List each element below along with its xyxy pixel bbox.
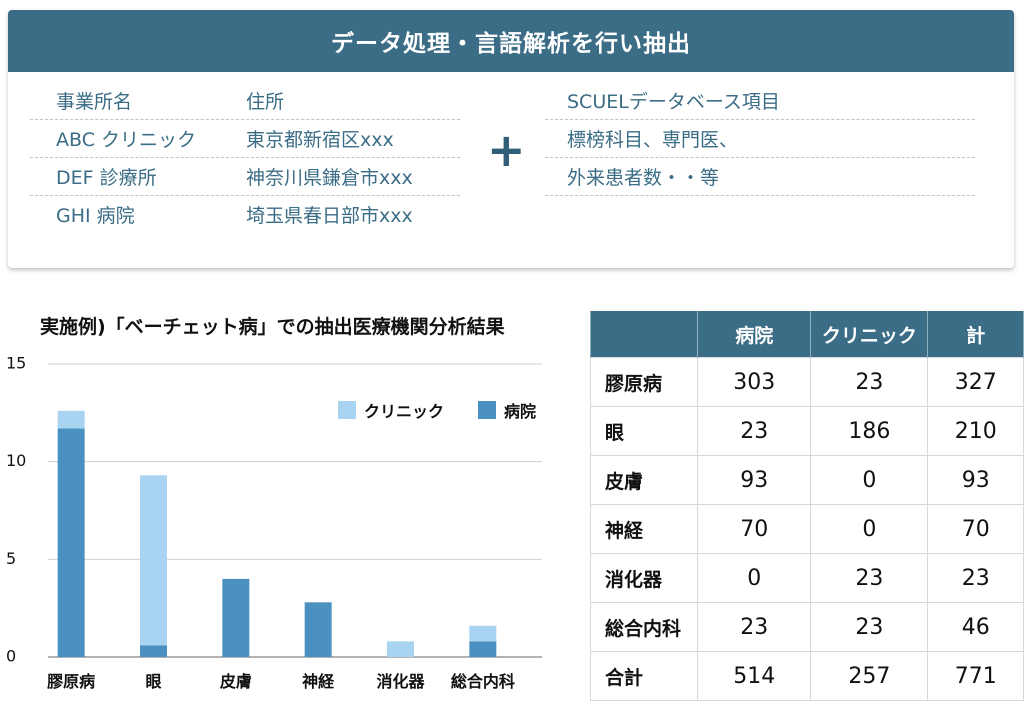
result-table-header: 病院 クリニック 計 — [589, 311, 1024, 358]
table-cell: 23 — [810, 553, 929, 603]
table-cell: 23 — [810, 602, 929, 652]
table-cell: 23 — [697, 406, 812, 456]
header-address: 住所 — [246, 91, 285, 113]
x-tick-label: 総合内科 — [451, 672, 515, 691]
x-tick-label: 皮膚 — [219, 672, 252, 691]
header-cell: クリニック — [810, 311, 929, 358]
row-label: 消化器 — [589, 553, 699, 603]
bar-clinic — [140, 475, 167, 646]
bar-clinic — [387, 641, 414, 657]
bar-hospital — [57, 428, 85, 657]
chart-title: 実施例)「ベーチェット病」での抽出医療機関分析結果 — [40, 316, 505, 338]
legend-swatch-hospital — [478, 401, 496, 419]
row-label: 眼 — [589, 406, 699, 456]
header-cell: 病院 — [697, 311, 812, 358]
x-tick-label: 消化器 — [376, 672, 425, 691]
office-name: GHI 病院 — [56, 205, 135, 227]
table-row: 膠原病 303 23 327 — [589, 357, 1024, 407]
office-name: ABC クリニック — [56, 129, 197, 151]
table-row-total: 合計 514 257 771 — [589, 651, 1024, 701]
table-cell: 93 — [697, 455, 812, 505]
table-cell: 771 — [927, 651, 1024, 701]
scuel-table: SCUELデータベース項目 標榜科目、専門医、 外来患者数・・等 — [545, 82, 975, 196]
bar-hospital — [469, 641, 497, 657]
x-tick-label: 眼 — [145, 672, 161, 691]
table-row: 皮膚 93 0 93 — [589, 455, 1024, 505]
table-cell: 23 — [810, 357, 929, 407]
table-row: 眼 23 186 210 — [589, 406, 1024, 456]
x-tick-label: 神経 — [302, 672, 335, 691]
clinic-table-header: 事業所名 住所 — [30, 82, 460, 120]
result-table: 病院 クリニック 計 膠原病 303 23 327 眼 23 186 210 皮… — [589, 311, 1024, 701]
extraction-panel: データ処理・言語解析を行い抽出 — [8, 10, 1014, 268]
y-tick-label: 0 — [6, 647, 16, 666]
table-cell: 70 — [927, 504, 1024, 554]
scuel-row: SCUELデータベース項目 — [545, 82, 975, 120]
panel-title: データ処理・言語解析を行い抽出 — [8, 10, 1014, 72]
bar-clinic — [57, 410, 85, 429]
scuel-row: 外来患者数・・等 — [545, 158, 975, 196]
scuel-row: 標榜科目、専門医、 — [545, 120, 975, 158]
bar-hospital — [222, 578, 250, 657]
office-address: 東京都新宿区xxx — [246, 129, 394, 151]
bar-hospital — [304, 602, 332, 657]
table-cell: 186 — [810, 406, 929, 456]
bar-clinic — [469, 625, 497, 642]
row-label: 総合内科 — [589, 602, 699, 652]
office-address: 神奈川県鎌倉市xxx — [246, 167, 413, 189]
clinic-row: DEF 診療所 神奈川県鎌倉市xxx — [30, 158, 460, 196]
legend-label-clinic: クリニック — [364, 402, 445, 421]
office-address: 埼玉県春日部市xxx — [246, 205, 413, 227]
table-cell: 23 — [927, 553, 1024, 603]
table-cell: 257 — [810, 651, 929, 701]
table-cell: 46 — [927, 602, 1024, 652]
table-cell: 210 — [927, 406, 1024, 456]
row-label: 神経 — [589, 504, 699, 554]
bar-chart: 15 10 5 0 膠原病 眼 皮膚 神経 消化器 総合内科 — [6, 354, 542, 691]
clinic-row: GHI 病院 埼玉県春日部市xxx — [30, 196, 460, 233]
table-row: 消化器 0 23 23 — [589, 553, 1024, 603]
table-cell: 303 — [697, 357, 812, 407]
table-cell: 327 — [927, 357, 1024, 407]
legend-label-hospital: 病院 — [504, 402, 537, 421]
table-row: 神経 70 0 70 — [589, 504, 1024, 554]
office-name: DEF 診療所 — [56, 167, 157, 189]
y-tick-label: 10 — [6, 451, 26, 470]
table-cell: 23 — [697, 602, 812, 652]
row-label: 膠原病 — [589, 357, 699, 407]
legend-item-clinic: クリニック — [338, 398, 444, 422]
header-cell — [589, 311, 699, 358]
table-cell: 93 — [927, 455, 1024, 505]
x-tick-label: 膠原病 — [47, 672, 95, 691]
table-cell: 0 — [697, 553, 812, 603]
bar-hospital — [140, 645, 167, 657]
header-office-name: 事業所名 — [56, 91, 133, 113]
table-cell: 70 — [697, 504, 812, 554]
clinic-table: 事業所名 住所 ABC クリニック 東京都新宿区xxx DEF 診療所 神奈川県… — [30, 82, 460, 233]
y-tick-label: 15 — [6, 354, 26, 373]
legend-item-hospital: 病院 — [478, 398, 536, 422]
table-cell: 0 — [810, 455, 929, 505]
table-cell: 514 — [697, 651, 812, 701]
row-label: 合計 — [589, 651, 699, 701]
y-tick-label: 5 — [6, 549, 16, 568]
table-cell: 0 — [810, 504, 929, 554]
clinic-row: ABC クリニック 東京都新宿区xxx — [30, 120, 460, 158]
row-label: 皮膚 — [589, 455, 699, 505]
plus-icon: + — [487, 123, 526, 177]
table-row: 総合内科 23 23 46 — [589, 602, 1024, 652]
legend-swatch-clinic — [338, 401, 356, 419]
header-cell: 計 — [927, 311, 1024, 358]
